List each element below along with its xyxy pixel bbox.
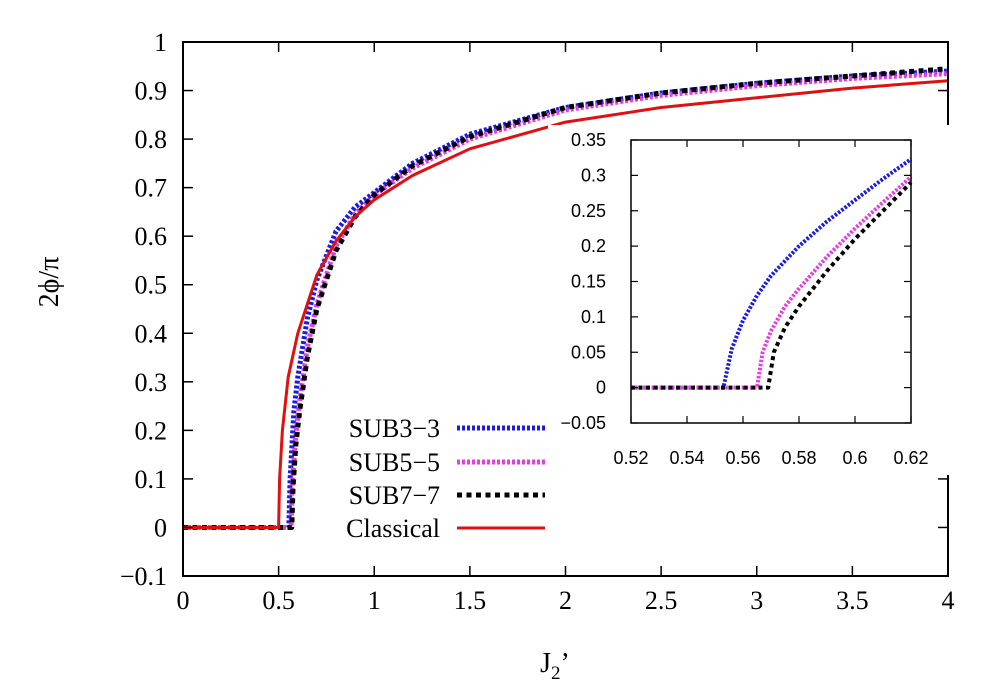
x-tick-label: 1 (368, 586, 381, 615)
inset-y-tick-label: 0 (596, 378, 606, 398)
y-tick-label: 1 (154, 28, 167, 57)
legend-label-sub7-7: SUB7−7 (349, 481, 440, 510)
inset-y-tick-label: 0.2 (581, 236, 606, 256)
x-tick-label: 4 (942, 586, 955, 615)
inset-series-line-sub3-3 (631, 157, 913, 390)
inset-x-tick-label: 0.56 (725, 448, 760, 468)
main-plot: 0 0.5 1 1.5 2 2.5 3 3.5 4 −0.1 0 0.1 0.2 0.3 0.4 0.5 0.6… (120, 28, 955, 615)
legend-label-sub5-5: SUB5−5 (349, 448, 440, 477)
inset-plot: 0.52 0.54 0.56 0.58 0.6 0.62 −0.05 0 0.05 0.1 0.15… (548, 125, 950, 475)
y-tick-label: 0.9 (135, 77, 168, 106)
y-tick-label: 0.4 (135, 319, 168, 348)
inset-x-tick-label: 0.54 (669, 448, 704, 468)
inset-y-tick-label: 0.3 (581, 165, 606, 185)
inset-x-tick-label: 0.6 (842, 448, 867, 468)
inset-background (548, 125, 950, 475)
y-tick-label: 0.8 (135, 125, 168, 154)
inset-curves (631, 157, 913, 390)
inset-series-line-sub7-7 (631, 181, 913, 390)
x-axis-title-suffix: ’ (561, 648, 570, 679)
x-tick-label: 2 (559, 586, 572, 615)
x-tick-label: 0 (177, 586, 190, 615)
inset-y-tick-label: −0.05 (560, 413, 606, 433)
y-tick-label: 0.2 (135, 416, 168, 445)
y-tick-label: 0 (154, 513, 167, 542)
x-axis-title-main: J (540, 648, 551, 679)
y-tick-label: 0.6 (135, 222, 168, 251)
inset-series-line-sub5-5 (631, 175, 913, 390)
main-ticks: 0 0.5 1 1.5 2 2.5 3 3.5 4 −0.1 0 0.1 0.2 0.3 0.4 0.5 0.6… (120, 28, 955, 615)
inset-y-tick-label: 0.35 (571, 130, 606, 150)
y-tick-label: 0.3 (135, 368, 168, 397)
x-tick-label: 1.5 (454, 586, 487, 615)
legend-label-sub3-3: SUB3−3 (349, 414, 440, 443)
inset-plot-frame (630, 139, 912, 424)
inset-x-tick-label: 0.62 (893, 448, 928, 468)
x-tick-label: 3 (750, 586, 763, 615)
main-curves (183, 66, 949, 530)
legend-label-classical: Classical (346, 514, 440, 543)
x-tick-label: 3.5 (836, 586, 869, 615)
x-axis-title-subscript: 2 (551, 663, 561, 684)
inset-x-tick-label: 0.52 (613, 448, 648, 468)
y-tick-label: 0.1 (135, 465, 168, 494)
y-tick-label: −0.1 (120, 562, 167, 591)
y-tick-label: 0.7 (135, 174, 168, 203)
inset-y-tick-label: 0.15 (571, 272, 606, 292)
x-tick-label: 0.5 (262, 586, 295, 615)
y-tick-label: 0.5 (135, 271, 168, 300)
y-axis-title: 2ϕ/π (34, 257, 65, 308)
inset-y-tick-label: 0.05 (571, 342, 606, 362)
inset-y-tick-label: 0.25 (571, 201, 606, 221)
inset-y-tick-label: 0.1 (581, 307, 606, 327)
legend: SUB3−3 SUB5−5 SUB7−7 Classical (346, 414, 545, 543)
series-line-classical (183, 79, 949, 529)
x-tick-label: 2.5 (645, 586, 678, 615)
inset-ticks: 0.52 0.54 0.56 0.58 0.6 0.62 −0.05 0 0.05 0.1 0.15… (560, 130, 928, 468)
x-axis-title: J2’ (540, 648, 570, 684)
inset-x-tick-label: 0.58 (781, 448, 816, 468)
